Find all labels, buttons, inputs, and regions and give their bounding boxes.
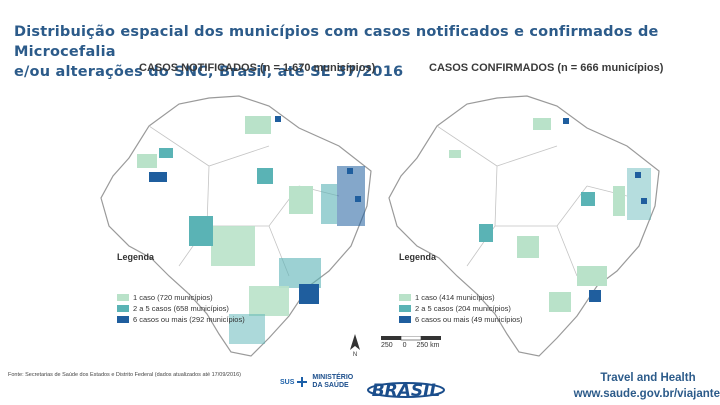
health-cross-icon [297,377,308,387]
legend-swatch-dark [399,316,411,323]
right-panel-title: CASOS CONFIRMADOS (n = 666 municípios) [429,62,664,74]
right-legend-title: Legenda [399,252,437,262]
left-panel-title: CASOS NOTIFICADOS (n = 1.670 municípios) [139,62,376,74]
map-figure: CASOS NOTIFICADOS (n = 1.670 municípios)… [89,62,665,364]
scale-label-right: 250 km [416,342,440,349]
ministry-logo: SUS MINISTÉRIO DA SAÚDE [280,374,353,390]
compass-label: N [353,352,357,356]
north-arrow-icon: N [350,334,360,356]
municipality-dots-right [449,118,651,312]
page-title: Distribuição espacial dos municípios com… [14,22,704,82]
legend-item: 6 casos ou mais (292 municípios) [117,314,245,325]
scale-bar-graphic [381,336,441,341]
legend-label: 6 casos ou mais (292 municípios) [133,315,245,324]
legend-swatch-light [399,294,411,301]
left-legend: Legenda 1 caso (720 municípios) 2 a 5 ca… [117,252,245,325]
travel-health-label: Travel and Health [600,372,696,384]
legend-item: 2 a 5 casos (658 municípios) [117,303,245,314]
legend-item: 6 casos ou mais (49 municípios) [399,314,523,325]
title-line-1: Distribuição espacial dos municípios com… [14,24,659,60]
brasil-logo: BRASIL [367,381,445,401]
ministerio-line-2: DA SAÚDE [312,382,349,389]
legend-label: 2 a 5 casos (204 municípios) [415,304,511,313]
title-line-2: e/ou alterações do SNC, Brasil, até SE 3… [14,64,404,80]
ministerio-text: MINISTÉRIO DA SAÚDE [312,374,353,390]
legend-item: 2 a 5 casos (204 municípios) [399,303,523,314]
viajante-link[interactable]: www.saude.gov.br/viajante [573,388,720,400]
municipality-dots-left [137,116,365,344]
legend-swatch-mid [399,305,411,312]
notified-cases-map [100,95,372,357]
scale-bar: 250 0 250 km [381,336,441,349]
sus-logo: SUS [280,378,295,386]
legend-label: 6 casos ou mais (49 municípios) [415,315,523,324]
scale-label-zero: 0 [402,342,407,349]
source-note: Fonte: Secretarias de Saúde dos Estados … [8,372,241,378]
legend-swatch-light [117,294,129,301]
legend-swatch-dark [117,316,129,323]
left-legend-title: Legenda [117,252,155,262]
legend-label: 2 a 5 casos (658 municípios) [133,304,229,313]
legend-label: 1 caso (720 municípios) [133,293,213,302]
right-legend: Legenda 1 caso (414 municípios) 2 a 5 ca… [399,252,523,325]
legend-swatch-mid [117,305,129,312]
scale-label-left: 250 [381,342,393,349]
brasil-logo-text: BRASIL [372,381,441,401]
legend-item: 1 caso (720 municípios) [117,292,245,303]
ministerio-line-1: MINISTÉRIO [312,374,354,381]
legend-label: 1 caso (414 municípios) [415,293,495,302]
confirmed-cases-map [388,95,660,357]
legend-item: 1 caso (414 municípios) [399,292,523,303]
